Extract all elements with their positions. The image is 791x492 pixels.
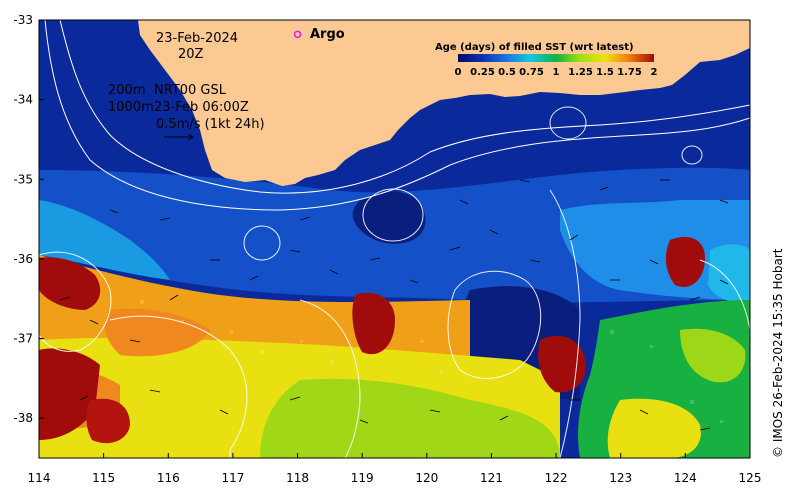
- colorbar-tick-label: 2: [651, 67, 658, 78]
- x-tick-label: 123: [609, 471, 632, 485]
- y-tick-label: -37: [13, 332, 33, 346]
- x-tick-label: 115: [92, 471, 115, 485]
- colorbar-tick-label: 1.75: [617, 67, 642, 78]
- colorbar-gradient: [458, 54, 654, 62]
- x-tick-label: 116: [157, 471, 180, 485]
- colorbar-tick-label: 0: [455, 67, 462, 78]
- x-tick-label: 119: [351, 471, 374, 485]
- x-tick-label: 114: [28, 471, 51, 485]
- sst-age-band-cyan: [39, 200, 170, 280]
- isobath-shallow-label: 200m: [108, 83, 145, 98]
- x-tick-label: 121: [480, 471, 503, 485]
- sst-age-band-red: [39, 257, 101, 310]
- colorbar-tick-label: 0.25: [470, 67, 495, 78]
- colorbar-tick-label: 0.5: [498, 67, 516, 78]
- sst-speckle: [140, 300, 723, 423]
- product-timestamp: 23-Feb 06:00Z: [154, 100, 249, 115]
- sst-age-band-dark: [352, 191, 426, 244]
- sst-age-band-lime: [260, 378, 560, 458]
- map-hour: 20Z: [178, 47, 204, 62]
- ssh-contours: [39, 106, 750, 458]
- sst-age-band-red: [86, 398, 130, 444]
- colorbar-tick-label: 1: [553, 67, 560, 78]
- colorbar-title: Age (days) of filled SST (wrt latest): [435, 42, 634, 53]
- colorbar-tick-label: 1.25: [568, 67, 593, 78]
- plot-frame: [38, 19, 751, 459]
- sst-age-band-red: [39, 348, 100, 440]
- current-scale-label: 0.5m/s (1kt 24h): [156, 117, 265, 132]
- sst-age-band-red: [538, 335, 586, 393]
- sst-age-band-red: [352, 292, 395, 355]
- x-tick-label: 122: [545, 471, 568, 485]
- sst-age-band-orange: [104, 308, 210, 357]
- isobath-lines: [44, 20, 750, 211]
- sst-age-band-red: [665, 236, 705, 287]
- x-tick-label: 117: [221, 471, 244, 485]
- argo-label: Argo: [310, 27, 345, 42]
- product-label: NRT00 GSL: [154, 83, 227, 98]
- x-axis: 114 115 116 117 118 119 120 121 122 123 124 125: [28, 453, 762, 485]
- current-scale-arrow: [164, 133, 194, 141]
- y-tick-label: -38: [13, 411, 33, 425]
- isobath-deep-label: 1000m: [108, 100, 154, 115]
- credit-text: © IMOS 26-Feb-2024 15:35 Hobart: [771, 248, 785, 458]
- y-tick-label: -35: [13, 172, 33, 186]
- sst-age-band-cyan: [708, 244, 750, 302]
- argo-float-icon: [293, 30, 302, 39]
- y-tick-label: -34: [13, 93, 33, 107]
- colorbar-tick-label: 1.5: [596, 67, 614, 78]
- map-date: 23-Feb-2024: [156, 31, 238, 46]
- sst-age-band-yellow: [607, 398, 701, 458]
- x-tick-label: 124: [674, 471, 697, 485]
- x-tick-label: 125: [739, 471, 762, 485]
- y-axis: -33 -34 -35 -36 -37 -38: [13, 13, 44, 425]
- sst-age-band-lime: [680, 328, 746, 383]
- y-tick-label: -33: [13, 13, 33, 27]
- sst-age-band-lightblue: [560, 200, 750, 300]
- colorbar-ticks: 0 0.25 0.5 0.75 1 1.25 1.5 1.75 2: [455, 67, 658, 78]
- x-tick-label: 120: [415, 471, 438, 485]
- y-tick-label: -36: [13, 252, 33, 266]
- plot-area: [39, 20, 750, 458]
- x-tick-label: 118: [286, 471, 309, 485]
- colorbar-tick-label: 0.75: [519, 67, 544, 78]
- current-vectors: [59, 179, 729, 431]
